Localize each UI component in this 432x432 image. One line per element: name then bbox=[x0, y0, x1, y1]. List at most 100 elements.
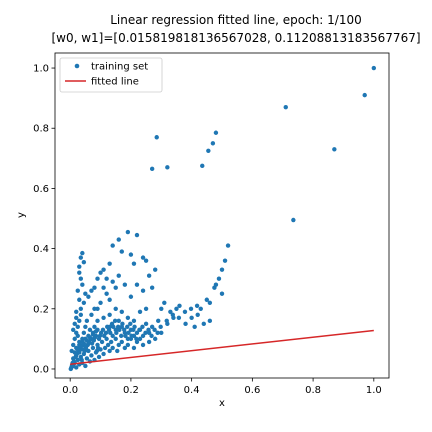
data-point bbox=[140, 288, 146, 293]
data-point bbox=[137, 327, 142, 333]
data-point bbox=[371, 65, 377, 71]
data-point bbox=[140, 342, 146, 348]
data-point bbox=[194, 303, 200, 308]
data-point bbox=[101, 351, 106, 357]
data-point bbox=[104, 336, 109, 342]
data-point bbox=[116, 273, 121, 278]
data-point bbox=[83, 324, 88, 330]
data-point bbox=[84, 338, 90, 343]
data-point bbox=[107, 261, 112, 266]
data-point bbox=[107, 297, 112, 302]
data-point bbox=[80, 336, 85, 342]
data-point bbox=[83, 363, 88, 369]
data-point bbox=[177, 303, 182, 308]
data-point bbox=[207, 318, 213, 324]
data-point bbox=[92, 324, 97, 330]
data-point bbox=[93, 329, 99, 334]
data-point bbox=[110, 243, 115, 248]
data-point bbox=[159, 330, 164, 336]
data-point bbox=[120, 321, 125, 327]
data-point bbox=[125, 229, 131, 235]
data-point bbox=[216, 276, 222, 281]
data-point bbox=[132, 324, 137, 330]
data-point bbox=[100, 327, 106, 333]
x-tick-label: 0.0 bbox=[62, 385, 78, 396]
data-point bbox=[74, 315, 79, 321]
data-point bbox=[83, 291, 88, 296]
fitted-line-layer bbox=[70, 329, 374, 365]
data-point bbox=[113, 306, 118, 311]
y-tick-label: 0.0 bbox=[33, 364, 49, 375]
data-point bbox=[119, 339, 125, 345]
data-point bbox=[77, 297, 82, 302]
data-point bbox=[95, 306, 100, 311]
data-point bbox=[112, 318, 118, 324]
data-point bbox=[146, 339, 152, 345]
data-point bbox=[116, 237, 121, 242]
data-point bbox=[201, 321, 206, 327]
data-point bbox=[134, 282, 140, 287]
data-point bbox=[84, 356, 90, 361]
data-point bbox=[143, 258, 149, 263]
data-point bbox=[126, 330, 131, 336]
data-point bbox=[149, 285, 155, 290]
data-point bbox=[143, 321, 149, 327]
y-tick-label: 0.4 bbox=[33, 244, 49, 255]
data-point bbox=[110, 345, 115, 351]
y-tick-label: 0.2 bbox=[33, 304, 49, 315]
data-point bbox=[192, 324, 197, 330]
data-point bbox=[149, 333, 154, 339]
data-point bbox=[198, 306, 203, 311]
fitted-line bbox=[70, 329, 374, 365]
data-point bbox=[125, 315, 131, 321]
data-point bbox=[128, 321, 133, 327]
data-point bbox=[114, 330, 119, 336]
data-point bbox=[117, 327, 122, 333]
data-point bbox=[206, 148, 211, 153]
legend-training-label: training set bbox=[91, 62, 148, 73]
data-point bbox=[122, 282, 128, 287]
data-point bbox=[87, 327, 93, 333]
y-axis-ticks: 0.0 0.2 0.4 0.6 0.8 1.0 bbox=[33, 64, 55, 375]
data-point bbox=[134, 336, 139, 342]
data-point bbox=[165, 165, 170, 170]
data-point bbox=[71, 327, 76, 333]
data-point bbox=[332, 147, 337, 152]
data-point bbox=[95, 345, 101, 351]
data-point bbox=[75, 324, 80, 330]
x-tick-label: 0.8 bbox=[305, 385, 321, 396]
data-point bbox=[102, 345, 108, 351]
data-point bbox=[87, 335, 93, 340]
data-point bbox=[149, 324, 155, 330]
data-point bbox=[213, 282, 219, 287]
data-point bbox=[84, 318, 90, 324]
data-point bbox=[131, 261, 137, 266]
data-point bbox=[153, 267, 158, 272]
data-point bbox=[101, 315, 106, 321]
data-point bbox=[107, 312, 112, 318]
data-point bbox=[122, 327, 127, 333]
data-point bbox=[134, 232, 140, 238]
data-point bbox=[283, 104, 288, 110]
x-axis-ticks: 0.0 0.2 0.4 0.6 0.8 1.0 bbox=[62, 378, 382, 396]
legend-training-marker bbox=[74, 63, 80, 69]
data-point bbox=[104, 276, 109, 281]
data-point bbox=[75, 347, 80, 352]
data-point bbox=[156, 318, 161, 324]
data-point bbox=[86, 348, 91, 354]
data-point bbox=[188, 306, 194, 311]
data-point bbox=[89, 312, 94, 318]
data-point bbox=[200, 163, 205, 169]
data-point bbox=[207, 300, 213, 305]
data-point bbox=[72, 350, 77, 355]
data-point bbox=[110, 333, 115, 339]
data-point bbox=[101, 285, 106, 290]
y-tick-label: 0.8 bbox=[33, 124, 49, 135]
data-point bbox=[210, 141, 216, 146]
data-point bbox=[77, 270, 82, 275]
data-point bbox=[113, 336, 118, 342]
data-point bbox=[119, 249, 125, 254]
data-point bbox=[77, 264, 82, 269]
x-tick-label: 0.4 bbox=[184, 385, 200, 396]
y-axis-label: y bbox=[16, 212, 27, 218]
